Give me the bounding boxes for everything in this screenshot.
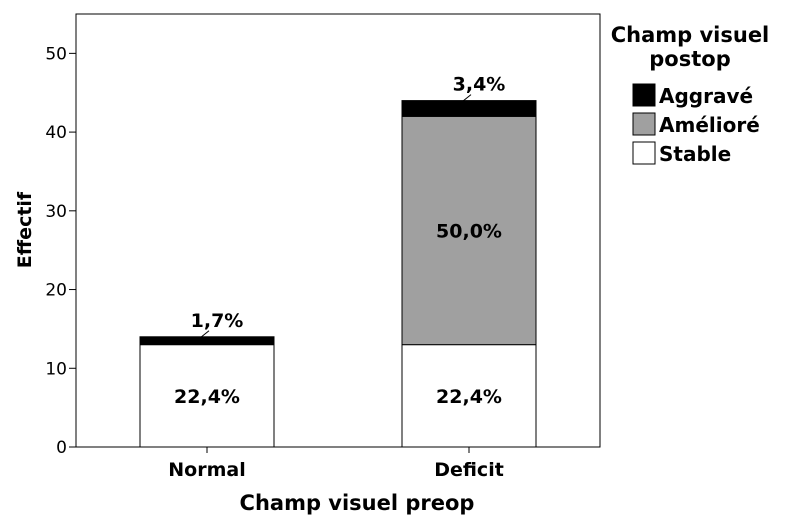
y-tick-label: 50	[45, 44, 67, 64]
legend-swatch	[633, 113, 655, 135]
bar-segment	[140, 337, 274, 345]
legend-label: Stable	[659, 142, 731, 166]
data-label: 1,7%	[191, 310, 244, 332]
legend-label: Aggravé	[659, 84, 753, 108]
y-axis-title: Effectif	[14, 191, 36, 268]
x-tick-label: Normal	[168, 459, 245, 481]
legend-title: Champ visuel	[611, 23, 770, 47]
x-axis-title: Champ visuel preop	[240, 491, 475, 515]
legend-label: Amélioré	[659, 113, 760, 137]
y-tick-label: 10	[45, 359, 67, 379]
data-label: 3,4%	[453, 74, 506, 96]
data-label: 22,4%	[174, 386, 240, 408]
y-tick-label: 20	[45, 281, 67, 301]
y-tick-label: 40	[45, 123, 67, 143]
y-tick-label: 0	[56, 438, 67, 458]
legend-swatch	[633, 142, 655, 164]
data-label: 22,4%	[436, 386, 502, 408]
bar-segment	[402, 101, 536, 117]
x-tick-label: Deficit	[434, 459, 504, 481]
data-label: 50,0%	[436, 221, 502, 243]
y-tick-label: 30	[45, 202, 67, 222]
legend-swatch	[633, 84, 655, 106]
legend-title: postop	[649, 47, 730, 71]
